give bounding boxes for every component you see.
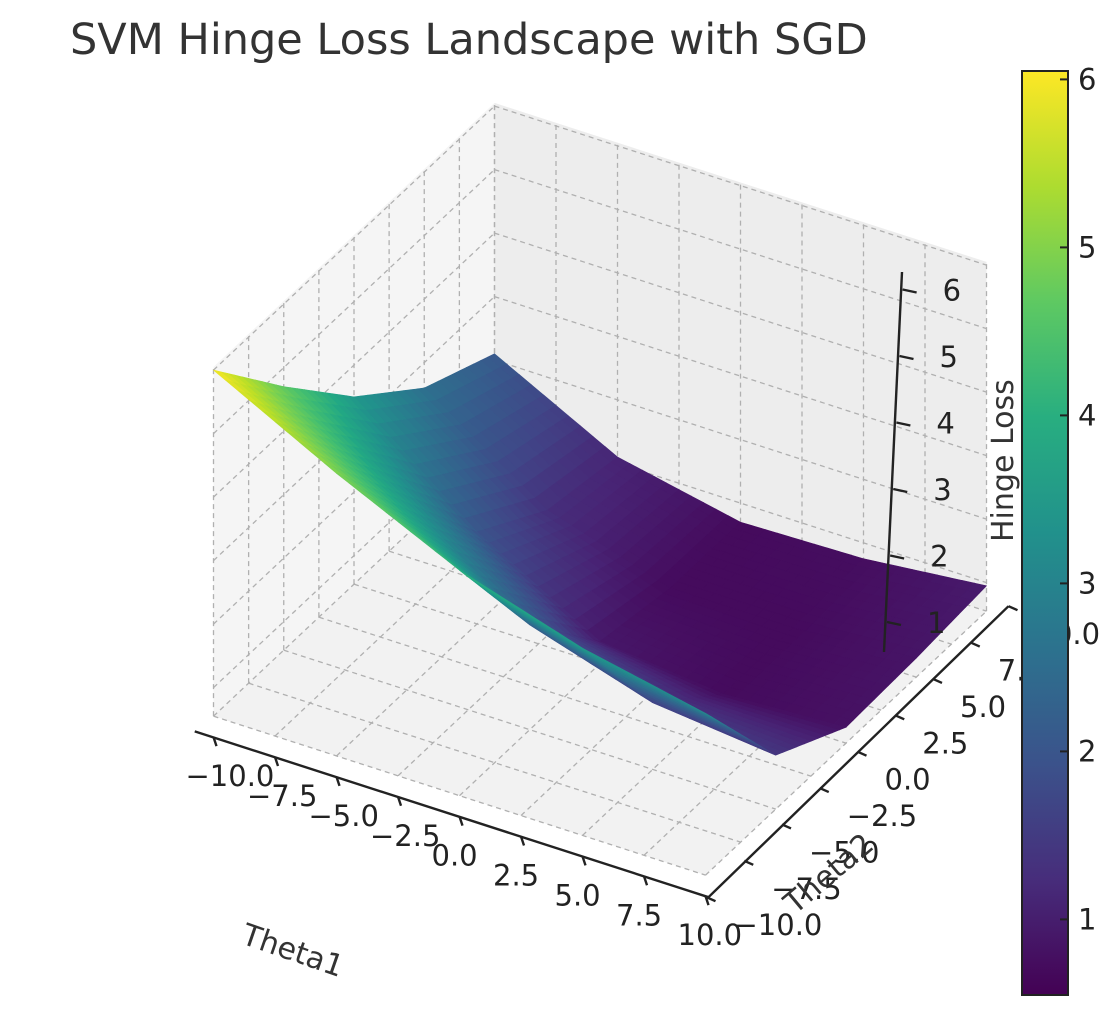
x-axis-label: Theta1 <box>236 917 348 985</box>
grid-line <box>213 232 495 498</box>
z-tick-mark <box>889 554 905 560</box>
z-axis-label: Hinge Loss <box>986 379 1021 542</box>
x-tick-mark <box>642 875 649 886</box>
y-tick-mark <box>894 714 905 721</box>
colorbar-tick-label: 5 <box>1078 230 1096 264</box>
z-tick-label: 3 <box>933 473 951 507</box>
z-tick-label: 4 <box>936 407 954 441</box>
colorbar-tick-label: 6 <box>1078 62 1096 96</box>
y-tick-label: 5.0 <box>960 690 1006 724</box>
colorbar-tick-label: 3 <box>1078 566 1096 600</box>
x-tick-mark <box>335 776 341 787</box>
z-tick-label: 6 <box>943 274 961 308</box>
z-tick-mark <box>896 421 911 427</box>
y-tick-mark <box>970 641 981 648</box>
x-tick-label: 10.0 <box>678 918 743 952</box>
z-tick-label: 1 <box>927 606 945 640</box>
z-tick-label: 2 <box>930 540 948 574</box>
x-tick-label: 7.5 <box>616 898 662 932</box>
loss-surface <box>213 353 988 756</box>
x-tick-label: 5.0 <box>555 878 601 912</box>
x-tick-mark <box>212 736 218 747</box>
grid-line <box>213 105 495 371</box>
x-tick-label: −7.5 <box>247 779 317 813</box>
z-tick-mark <box>902 288 917 294</box>
x-tick-label: 0.0 <box>432 839 478 873</box>
x-tick-label: −10.0 <box>186 759 275 793</box>
y-tick-mark <box>857 750 867 757</box>
x-tick-mark <box>396 796 403 807</box>
colorbar-tick-label: 4 <box>1078 398 1096 432</box>
colorbar-tick-label: 2 <box>1078 734 1096 768</box>
x-tick-mark <box>458 816 464 827</box>
y-tick-label: 0.0 <box>885 763 931 797</box>
z-tick-mark <box>899 354 914 361</box>
colorbar-tick-label: 1 <box>1078 902 1096 936</box>
grid-line <box>213 423 495 689</box>
z-axis-line <box>882 271 904 653</box>
x-tick-label: 2.5 <box>493 859 539 893</box>
surface-patch <box>693 706 713 718</box>
y-tick-mark <box>706 896 716 903</box>
y-tick-label: −5.0 <box>809 835 879 869</box>
y-tick-label: −7.5 <box>771 872 841 906</box>
grid-line <box>213 359 495 625</box>
z-tick-label: 5 <box>940 340 958 374</box>
y-tick-mark <box>781 823 792 830</box>
y-tick-label: 2.5 <box>922 726 968 760</box>
z-tick-mark <box>892 487 908 494</box>
x-tick-label: −2.5 <box>370 819 440 853</box>
chart-title: SVM Hinge Loss Landscape with SGD <box>70 15 868 65</box>
colorbar <box>1021 70 1069 996</box>
x-tick-mark <box>273 756 280 767</box>
y-tick-mark <box>932 677 943 685</box>
x-tick-mark <box>704 895 710 906</box>
y-tick-mark <box>1008 605 1018 612</box>
colorbar-ticks: 1 2 3 4 5 6 <box>1060 62 1096 936</box>
grid-line <box>705 610 987 876</box>
y-tick-label: −2.5 <box>847 799 917 833</box>
y-tick-label: −10.0 <box>734 908 823 942</box>
axes: −10.0−7.5−5.0−2.50.02.55.07.510.0−10.0−7… <box>186 271 1100 952</box>
y-tick-mark <box>819 786 830 794</box>
y-tick-mark <box>743 859 754 866</box>
x-axis-line <box>194 730 709 899</box>
z-tick-mark <box>886 620 902 627</box>
x-tick-mark <box>581 856 587 866</box>
x-tick-label: −5.0 <box>309 799 379 833</box>
x-tick-mark <box>519 836 526 846</box>
